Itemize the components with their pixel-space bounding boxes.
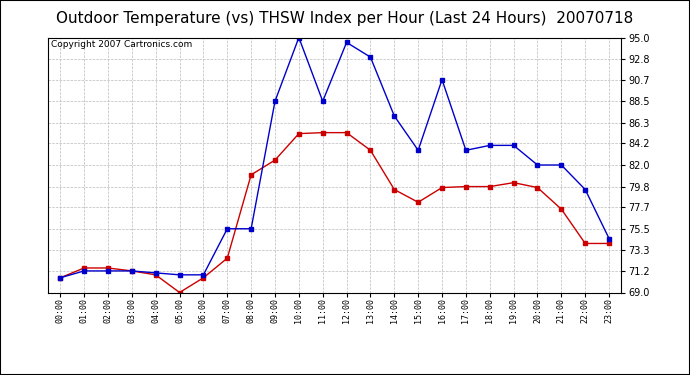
Text: Outdoor Temperature (vs) THSW Index per Hour (Last 24 Hours)  20070718: Outdoor Temperature (vs) THSW Index per …	[57, 11, 633, 26]
Text: Copyright 2007 Cartronics.com: Copyright 2007 Cartronics.com	[51, 40, 193, 49]
